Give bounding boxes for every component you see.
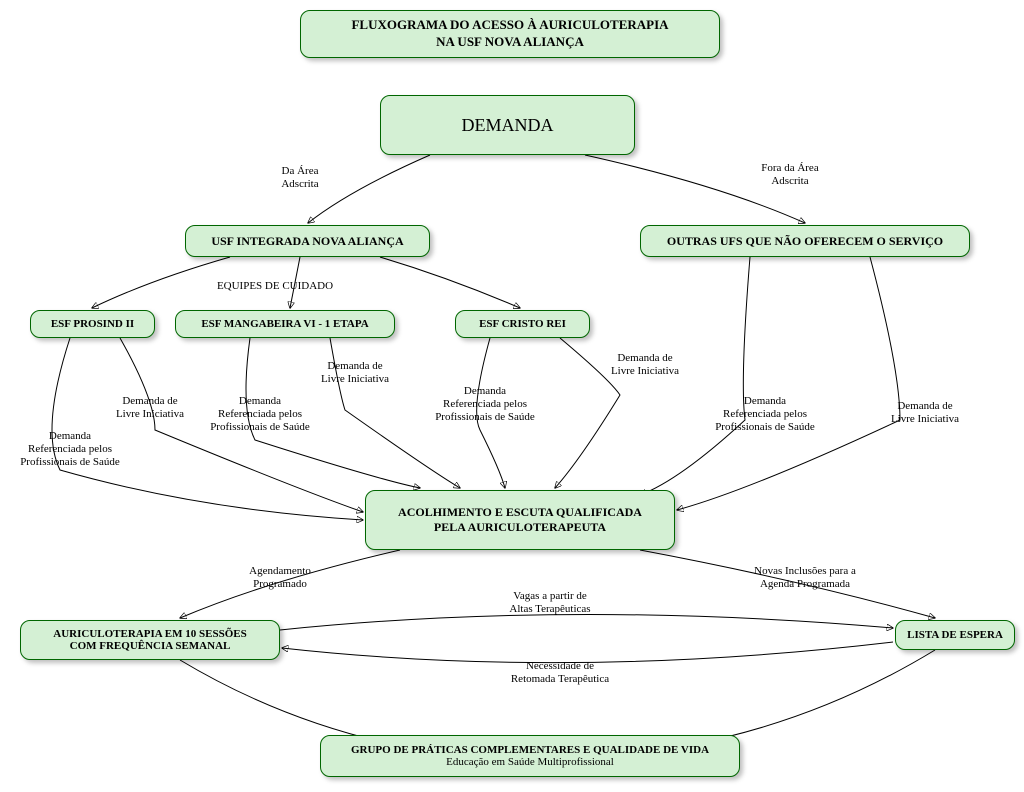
label-cristo-livre: Demanda deLivre Iniciativa	[590, 352, 700, 378]
node-esf-prosind: ESF PROSIND II	[30, 310, 155, 338]
esf-cristo-label: ESF CRISTO REI	[479, 318, 566, 330]
node-lista-espera: LISTA DE ESPERA	[895, 620, 1015, 650]
label-fora-area: Fora da ÁreaAdscrita	[740, 162, 840, 188]
node-demanda: DEMANDA	[380, 95, 635, 155]
acolhimento-line2: PELA AURICULOTERAPEUTA	[434, 520, 606, 535]
label-outras-ref: DemandaReferenciada pelosProfissionais d…	[695, 395, 835, 435]
node-acolhimento: ACOLHIMENTO E ESCUTA QUALIFICADA PELA AU…	[365, 490, 675, 550]
title-node: FLUXOGRAMA DO ACESSO À AURICULOTERAPIA N…	[300, 10, 720, 58]
title-line1: FLUXOGRAMA DO ACESSO À AURICULOTERAPIA	[351, 17, 668, 34]
esf-prosind-label: ESF PROSIND II	[51, 318, 134, 330]
node-grupo-praticas: GRUPO DE PRÁTICAS COMPLEMENTARES E QUALI…	[320, 735, 740, 777]
label-agendamento: AgendamentoProgramado	[225, 565, 335, 591]
title-line2: NA USF NOVA ALIANÇA	[436, 34, 584, 51]
auriculo10-line2: COM FREQUÊNCIA SEMANAL	[70, 640, 231, 652]
acolhimento-line1: ACOLHIMENTO E ESCUTA QUALIFICADA	[398, 505, 642, 520]
node-usf-integrada: USF INTEGRADA NOVA ALIANÇA	[185, 225, 430, 257]
label-novas: Novas Inclusões para aAgenda Programada	[720, 565, 890, 591]
label-mang-ref: DemandaReferenciada pelosProfissionais d…	[190, 395, 330, 435]
label-da-area: Da ÁreaAdscrita	[260, 165, 340, 191]
label-necessidade: Necessidade deRetomada Terapêutica	[480, 660, 640, 686]
label-outras-livre: Demanda deLivre Iniciativa	[870, 400, 980, 426]
outras-ufs-label: OUTRAS UFS QUE NÃO OFERECEM O SERVIÇO	[667, 234, 943, 249]
node-esf-cristo: ESF CRISTO REI	[455, 310, 590, 338]
esf-mangabeira-label: ESF MANGABEIRA VI - 1 ETAPA	[201, 318, 368, 330]
grupo-line2: Educação em Saúde Multiprofissional	[446, 756, 614, 768]
demanda-label: DEMANDA	[462, 115, 554, 136]
label-mang-livre: Demanda deLivre Iniciativa	[300, 360, 410, 386]
node-esf-mangabeira: ESF MANGABEIRA VI - 1 ETAPA	[175, 310, 395, 338]
label-vagas: Vagas a partir deAltas Terapêuticas	[480, 590, 620, 616]
label-cristo-ref: DemandaReferenciada pelosProfissionais d…	[415, 385, 555, 425]
label-prosind-livre: Demanda deLivre Iniciativa	[95, 395, 205, 421]
node-outras-ufs: OUTRAS UFS QUE NÃO OFERECEM O SERVIÇO	[640, 225, 970, 257]
grupo-line1: GRUPO DE PRÁTICAS COMPLEMENTARES E QUALI…	[351, 744, 709, 756]
label-equipes: EQUIPES DE CUIDADO	[195, 280, 355, 293]
label-prosind-ref: DemandaReferenciada pelosProfissionais d…	[0, 430, 140, 470]
lista-espera-label: LISTA DE ESPERA	[907, 629, 1003, 641]
node-auriculo10: AURICULOTERAPIA EM 10 SESSÕES COM FREQUÊ…	[20, 620, 280, 660]
auriculo10-line1: AURICULOTERAPIA EM 10 SESSÕES	[53, 628, 246, 640]
usf-integrada-label: USF INTEGRADA NOVA ALIANÇA	[211, 234, 403, 249]
